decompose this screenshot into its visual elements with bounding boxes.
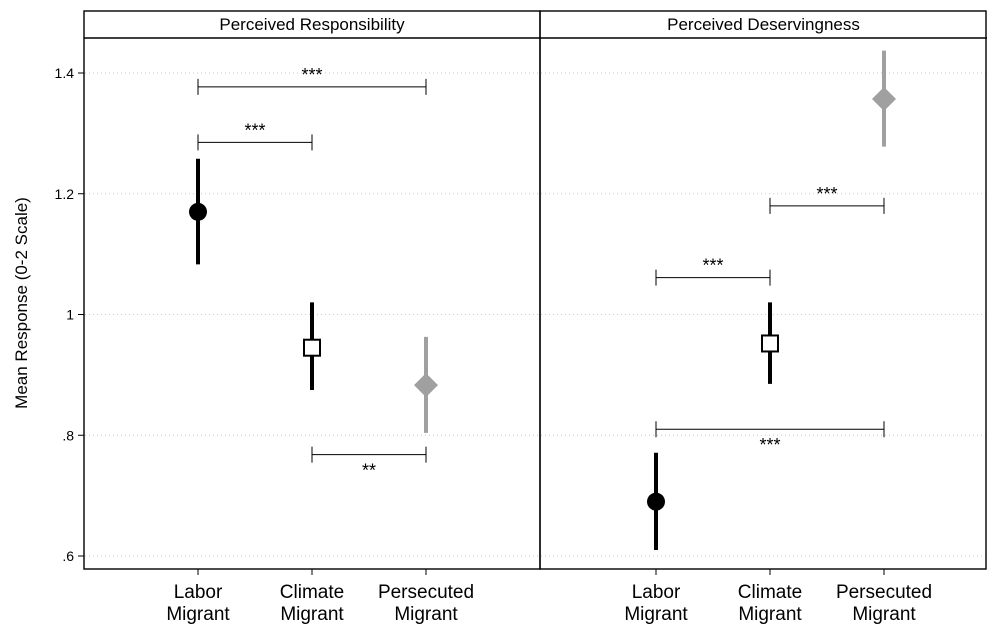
panel-title: Perceived Deservingness — [667, 15, 860, 34]
y-axis-label: Mean Response (0-2 Scale) — [12, 197, 31, 409]
y-tick-label: .8 — [62, 427, 74, 443]
point-marker — [414, 373, 438, 398]
x-tick-label: Climate — [738, 582, 802, 603]
significance-stars: *** — [759, 435, 780, 455]
x-tick-label: Persecuted — [836, 582, 932, 603]
panel-title: Perceived Responsibility — [219, 15, 405, 34]
significance-brackets: ***************** — [197, 65, 885, 481]
significance-stars: ** — [362, 461, 376, 481]
panel-frame — [83, 10, 541, 570]
x-tick-label: Migrant — [166, 604, 230, 624]
y-tick-label: 1.4 — [55, 65, 75, 81]
axes: .6.811.21.4LaborMigrantClimateMigrantPer… — [55, 65, 933, 624]
y-tick-label: 1.2 — [55, 186, 75, 202]
significance-stars: *** — [816, 184, 837, 204]
point-marker — [647, 492, 665, 511]
x-tick-label: Migrant — [394, 604, 458, 624]
x-tick-label: Labor — [632, 582, 681, 603]
significance-stars: *** — [702, 256, 723, 276]
panel-frame — [539, 10, 987, 570]
significance-stars: *** — [244, 120, 265, 140]
point-marker — [872, 86, 896, 111]
y-tick-label: 1 — [66, 307, 74, 323]
data-points — [189, 50, 896, 550]
panel-frames: Perceived Responsibility Perceived Deserv… — [83, 10, 987, 570]
point-marker — [303, 338, 321, 357]
point-marker — [189, 202, 207, 221]
x-tick-label: Labor — [174, 582, 223, 603]
point-marker — [761, 334, 779, 353]
x-tick-label: Migrant — [624, 604, 688, 624]
significance-stars: *** — [301, 65, 322, 85]
gridlines — [85, 72, 986, 557]
x-tick-label: Migrant — [738, 604, 802, 624]
x-tick-label: Migrant — [852, 604, 916, 624]
y-tick-label: .6 — [62, 548, 74, 564]
x-tick-label: Persecuted — [378, 582, 474, 603]
x-tick-label: Climate — [280, 582, 344, 603]
x-tick-label: Migrant — [280, 604, 344, 624]
